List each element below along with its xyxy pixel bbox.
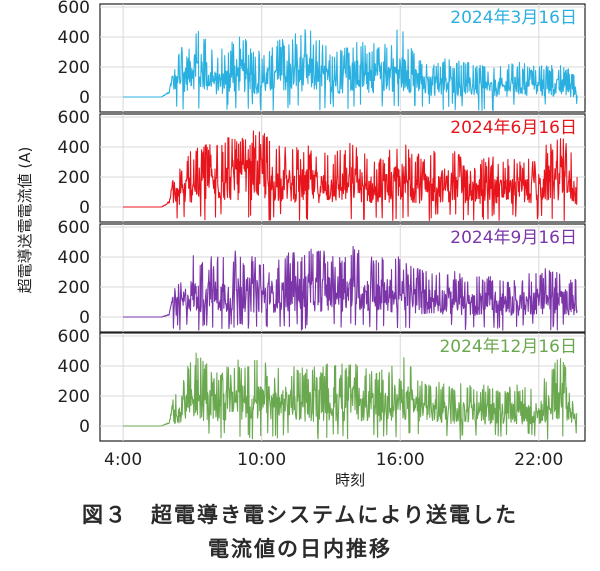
panel-title-1: 2024年3月16日 <box>450 8 577 28</box>
y-tick-label: 200 <box>58 168 90 188</box>
y-tick-label: 400 <box>58 357 90 377</box>
y-tick-label: 200 <box>58 278 90 298</box>
x-tick-label: 22:00 <box>514 450 563 470</box>
caption-line-1: 図３ 超電導き電システムにより送電した <box>82 503 518 527</box>
y-tick-label: 600 <box>58 327 90 347</box>
y-axis-label: 超電導送電電流値 (A) <box>16 147 34 294</box>
x-axis-label: 時刻 <box>335 471 365 489</box>
series-line-1 <box>123 29 578 112</box>
chart: 0 200 400 600 2024年3月16日 0 200 400 600 2024年6月16日… <box>16 0 586 489</box>
x-tick-label: 4:00 <box>104 450 142 470</box>
figure-caption: 図３ 超電導き電システムにより送電した 電流値の日内推移 <box>0 498 600 566</box>
y-tick-label: 600 <box>58 108 90 128</box>
series-line-2 <box>123 130 578 222</box>
panel-frame-2 <box>99 113 586 223</box>
y-tick-label: 400 <box>58 138 90 158</box>
y-tick-label: 600 <box>58 218 90 238</box>
chart-svg: 0 200 400 600 2024年3月16日 0 200 400 600 2024年6月16日… <box>16 0 586 489</box>
y-tick-label: 0 <box>79 198 90 218</box>
y-tick-label: 200 <box>58 58 90 78</box>
y-tick-label: 400 <box>58 28 90 48</box>
y-tick-label: 600 <box>58 0 90 18</box>
y-tick-label: 200 <box>58 387 90 407</box>
series-line-4 <box>123 352 578 440</box>
series-line-3 <box>123 245 578 331</box>
panel-title-3: 2024年9月16日 <box>450 228 577 248</box>
panel-title-2: 2024年6月16日 <box>450 118 577 138</box>
y-tick-label: 400 <box>58 248 90 268</box>
y-tick-label: 0 <box>79 88 90 108</box>
y-tick-label: 0 <box>79 417 90 437</box>
panel-title-4: 2024年12月16日 <box>439 337 577 357</box>
caption-line-2: 電流値の日内推移 <box>208 537 392 561</box>
y-tick-label: 0 <box>79 308 90 328</box>
x-tick-label: 10:00 <box>237 450 286 470</box>
x-tick-label: 16:00 <box>376 450 425 470</box>
